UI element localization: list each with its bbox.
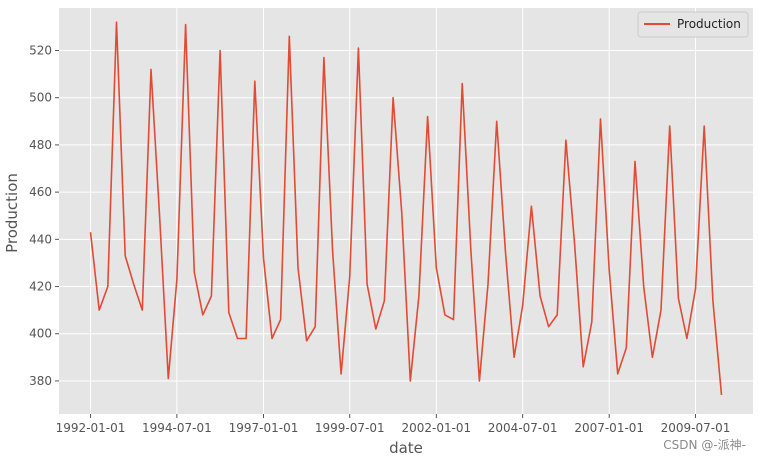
x-tick-label: 2002-01-01 bbox=[401, 421, 471, 435]
x-axis-label: date bbox=[389, 439, 423, 457]
legend: Production bbox=[637, 11, 749, 38]
x-tick-label: 1994-07-01 bbox=[142, 421, 212, 435]
y-tick-label: 380 bbox=[29, 374, 52, 388]
y-tick-label: 400 bbox=[29, 327, 52, 341]
y-tick-label: 500 bbox=[29, 91, 52, 105]
y-axis: 380 400 420 440 460 480 500 520 bbox=[29, 43, 59, 388]
x-tick-label: 2007-01-01 bbox=[574, 421, 644, 435]
y-axis-label: Production bbox=[3, 173, 21, 253]
legend-label: Production bbox=[677, 17, 741, 31]
gridlines bbox=[59, 8, 753, 414]
legend-box bbox=[637, 11, 749, 38]
x-tick-label: 2004-07-01 bbox=[488, 421, 558, 435]
y-tick-label: 460 bbox=[29, 185, 52, 199]
plot-area bbox=[59, 8, 753, 414]
y-tick-label: 480 bbox=[29, 138, 52, 152]
series-line-production bbox=[89, 21, 723, 396]
y-tick-label: 420 bbox=[29, 280, 52, 294]
x-tick-label: 1997-01-01 bbox=[229, 421, 299, 435]
x-tick-label: 1992-01-01 bbox=[56, 421, 126, 435]
y-tick-label: 520 bbox=[29, 43, 52, 57]
watermark: CSDN @-派神- bbox=[663, 438, 746, 452]
series-layer bbox=[89, 21, 723, 396]
x-axis: 1992-01-01 1994-07-01 1997-01-01 1999-07-01… bbox=[56, 414, 731, 435]
y-tick-label: 440 bbox=[29, 232, 52, 246]
x-tick-label: 2009-07-01 bbox=[661, 421, 731, 435]
x-tick-label: 1999-07-01 bbox=[315, 421, 385, 435]
